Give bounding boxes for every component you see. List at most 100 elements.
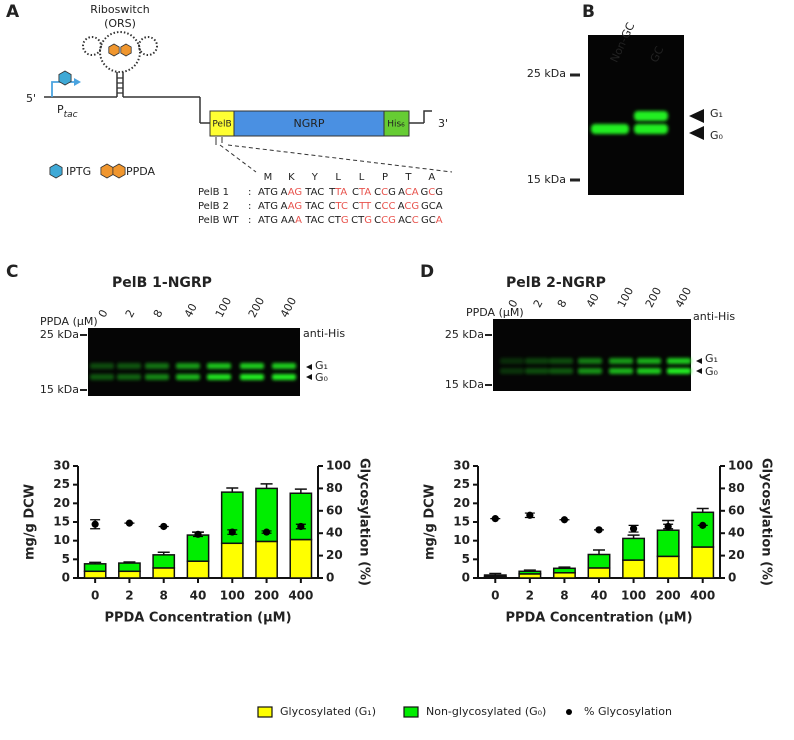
gel-band — [549, 368, 573, 374]
x-tick-label: 400 — [288, 589, 313, 603]
codon: TAC — [304, 215, 324, 226]
legend-label: Glycosylated (G₁) — [280, 705, 376, 718]
gel-band — [549, 358, 573, 364]
ngrp-box — [233, 110, 385, 137]
codon: AAG — [281, 187, 303, 198]
data-point — [664, 522, 672, 531]
band-arrow — [689, 109, 704, 123]
codon: ACG — [398, 201, 419, 212]
bar-segment — [552, 572, 576, 579]
gel-band — [90, 363, 114, 369]
error-bar — [593, 549, 605, 555]
y-axis-title: mg/g DCW — [423, 484, 438, 560]
x-tick-label: 8 — [160, 589, 168, 603]
codon: CTA — [352, 187, 371, 198]
error-bar — [558, 566, 571, 569]
codon-part: CG — [404, 201, 419, 212]
codon: CTC — [328, 201, 348, 212]
x-tick-label: 0 — [91, 589, 99, 603]
codon-part: G — [388, 187, 396, 198]
y-tick-label: 30 — [453, 459, 470, 473]
amino-acid: P — [382, 172, 388, 183]
codon: ATG — [258, 201, 278, 212]
x-axis-title: PPDA Concentration (µM) — [104, 611, 291, 626]
gel-band — [637, 368, 661, 374]
x-tick-label: 100 — [621, 589, 646, 603]
codon-part: GC — [421, 215, 436, 226]
data-point — [595, 526, 603, 534]
data-point — [91, 520, 99, 528]
error-bar — [696, 507, 709, 513]
sequence-label: PelB WT — [198, 215, 240, 226]
bar-segment — [118, 562, 141, 573]
codon: AAA — [281, 215, 302, 226]
y2-tick-label: 60 — [728, 503, 745, 517]
gel-band — [609, 358, 633, 364]
gel-band — [609, 368, 633, 374]
lane-label: 200 — [246, 295, 267, 320]
sequence-label: PelB 1 — [198, 187, 229, 198]
y2-tick-label: 0 — [326, 571, 334, 585]
codon: TTA — [328, 187, 347, 198]
error-bar — [627, 534, 640, 539]
panel-label: C — [6, 262, 18, 282]
band-label: G₀ — [705, 365, 719, 378]
codon-part: CA — [405, 187, 419, 198]
bar-segment — [83, 570, 107, 579]
error-bar — [294, 488, 307, 494]
legend-swatch — [257, 706, 273, 718]
bar-segment — [622, 537, 646, 561]
codon-part: C — [328, 201, 335, 212]
codon: CCG — [374, 187, 396, 198]
bar-segment — [83, 563, 107, 573]
bar-segment — [186, 560, 210, 579]
molecule-icon — [58, 70, 72, 86]
gel-band — [272, 374, 296, 380]
gel-band — [176, 363, 200, 369]
error-bar — [123, 561, 136, 564]
codon-part: TA — [358, 187, 371, 198]
codon: TAC — [304, 201, 324, 212]
codon-part: A — [398, 201, 405, 212]
promoter-sub: tac — [64, 110, 78, 120]
bar-segment — [552, 567, 576, 574]
gel-band — [145, 363, 169, 369]
y2-tick-label: 20 — [326, 548, 343, 562]
gel-band — [500, 358, 524, 364]
bar-segment — [587, 553, 611, 569]
codon-part: CC — [382, 201, 396, 212]
y2-tick-label: 100 — [326, 459, 351, 473]
gene-label: His₆ — [387, 120, 405, 130]
error-bar — [489, 572, 502, 576]
band-arrow — [689, 126, 704, 140]
x-tick-label: 40 — [190, 589, 207, 603]
bar-segment — [656, 529, 680, 558]
lane-label: GC — [648, 44, 667, 64]
promoter-main: P — [57, 103, 64, 116]
y-tick-label: 0 — [62, 571, 70, 585]
lane-title: PPDA (µM) — [40, 315, 98, 328]
y2-tick-label: 20 — [728, 548, 745, 562]
bar-segment — [152, 554, 176, 569]
panel-label: D — [420, 262, 434, 282]
x-tick-label: 0 — [491, 589, 499, 603]
panel-label: A — [6, 2, 20, 22]
codon-part: A — [436, 215, 443, 226]
gel-band — [634, 111, 668, 121]
data-point — [125, 519, 134, 527]
y-tick-label: 5 — [462, 552, 470, 566]
zoom-lines — [219, 144, 453, 173]
stem-rungs — [117, 77, 123, 94]
data-point — [491, 515, 499, 523]
lane-title: PPDA (µM) — [466, 306, 524, 319]
codon-part: ATG — [258, 215, 278, 226]
codon-part: A — [281, 187, 288, 198]
codon-part: TC — [334, 201, 348, 212]
bar-segment — [622, 559, 646, 579]
codon-part: CT — [351, 215, 365, 226]
band-arrow — [696, 358, 702, 374]
gel-band — [207, 363, 231, 369]
sequence-separator: : — [248, 215, 251, 226]
codon-part: C — [375, 201, 382, 212]
